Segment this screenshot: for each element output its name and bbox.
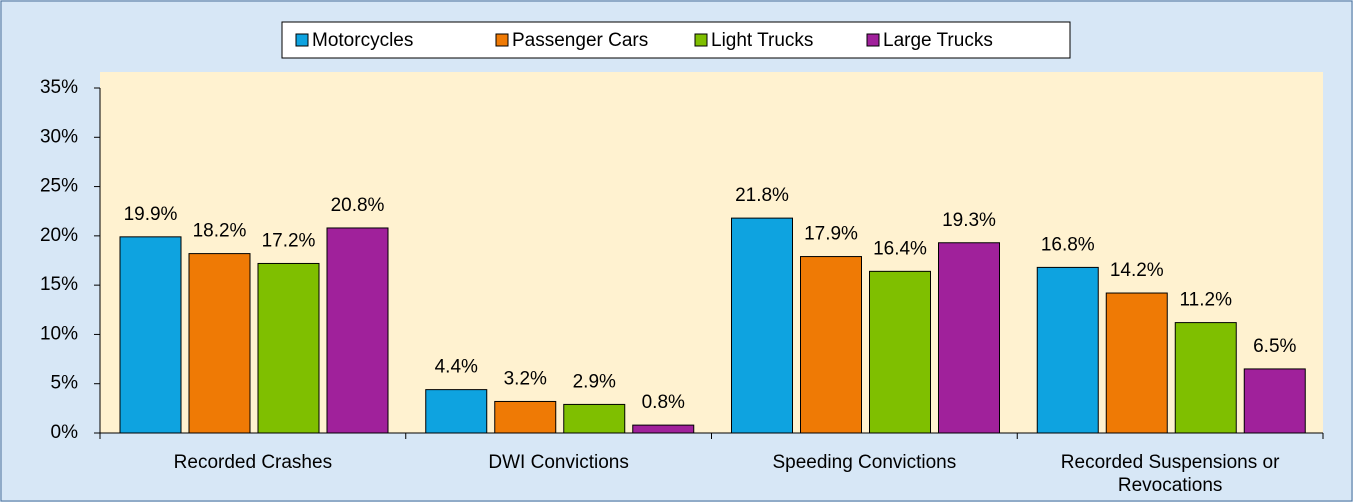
y-tick-label: 25% xyxy=(40,176,78,197)
bar xyxy=(257,262,320,434)
bar xyxy=(425,389,488,434)
x-tick-label: DWI Convictions xyxy=(488,452,629,473)
data-label: 11.2% xyxy=(1180,290,1233,311)
legend-swatch xyxy=(694,33,708,47)
bar xyxy=(632,424,695,434)
bar xyxy=(800,256,862,434)
x-tick-label: Recorded Crashes xyxy=(173,452,333,473)
data-label: 16.4% xyxy=(873,238,927,259)
legend-swatch xyxy=(495,33,509,47)
legend-label: Large Trucks xyxy=(883,30,993,51)
bar xyxy=(188,253,251,434)
legend-label: Passenger Cars xyxy=(512,30,648,51)
bar xyxy=(1174,322,1237,434)
data-label: 17.9% xyxy=(804,224,858,245)
data-label: 18.2% xyxy=(193,221,247,242)
data-label: 14.2% xyxy=(1110,260,1164,281)
bar xyxy=(1243,368,1306,434)
data-label: 4.4% xyxy=(435,357,478,378)
bar xyxy=(731,217,793,434)
x-tick-label: Speeding Convictions xyxy=(772,452,957,473)
y-tick-label: 30% xyxy=(40,126,78,147)
bar xyxy=(326,227,389,434)
data-label: 20.8% xyxy=(331,195,385,216)
y-tick-label: 20% xyxy=(40,225,78,246)
y-tick-label: 5% xyxy=(51,373,79,394)
legend-label: Motorcycles xyxy=(312,30,413,51)
x-tick-label: Recorded Suspensions or Revocations xyxy=(1060,452,1280,496)
y-tick-label: 0% xyxy=(51,422,79,443)
legend-box xyxy=(281,21,1071,59)
data-label: 6.5% xyxy=(1253,336,1296,357)
data-label: 2.9% xyxy=(573,371,616,392)
y-tick-label: 10% xyxy=(40,323,78,344)
bar xyxy=(563,403,626,434)
bar xyxy=(119,236,182,434)
data-label: 17.2% xyxy=(262,230,316,251)
data-label: 0.8% xyxy=(642,392,685,413)
y-tick-label: 15% xyxy=(40,274,78,295)
data-label: 3.2% xyxy=(504,368,547,389)
y-tick-label: 35% xyxy=(40,77,78,98)
legend-swatch xyxy=(866,33,880,47)
bar xyxy=(869,270,931,434)
legend-swatch xyxy=(295,33,309,47)
data-label: 19.3% xyxy=(942,210,996,231)
data-label: 21.8% xyxy=(735,185,789,206)
data-label: 19.9% xyxy=(124,204,178,225)
data-label: 16.8% xyxy=(1041,234,1095,255)
bar xyxy=(1105,292,1168,434)
bar xyxy=(1036,266,1099,434)
bar xyxy=(938,242,1000,434)
bar xyxy=(494,400,557,434)
legend-label: Light Trucks xyxy=(711,30,813,51)
